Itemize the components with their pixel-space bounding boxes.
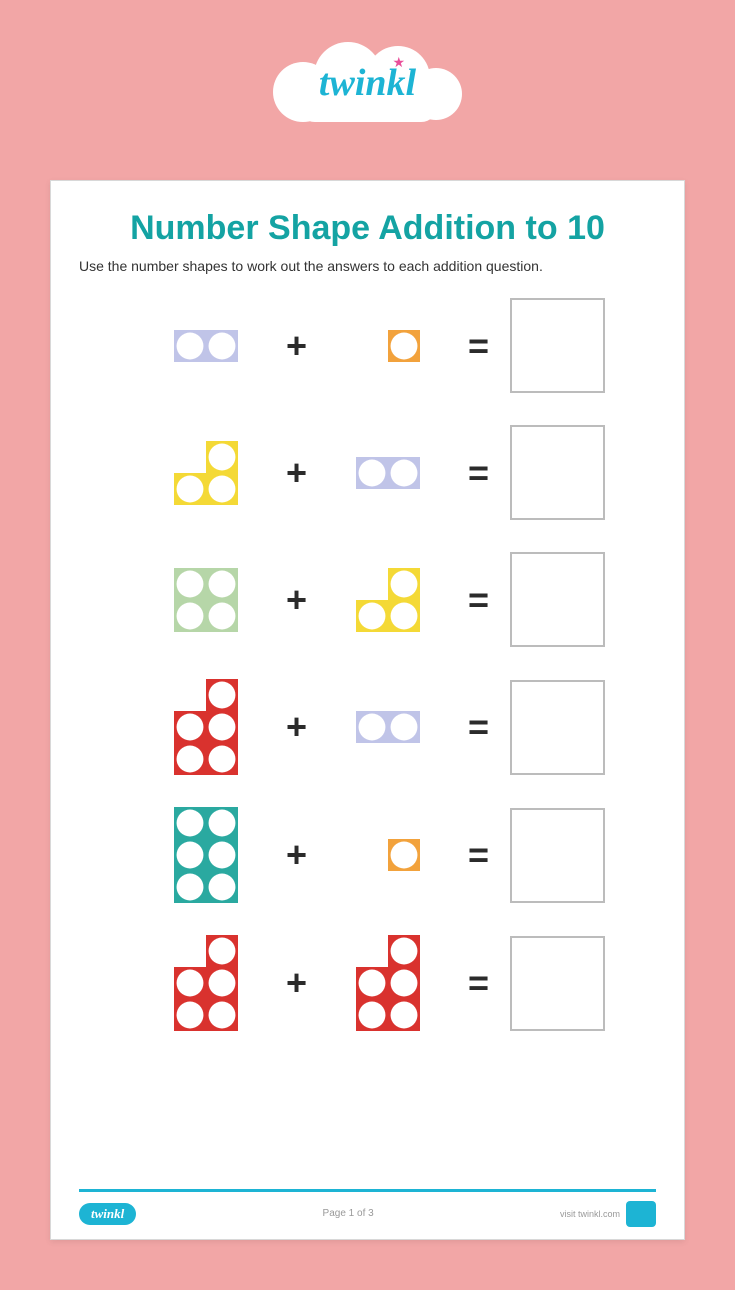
answer-box[interactable] xyxy=(510,936,605,1031)
footer-logo: twinkl xyxy=(79,1203,136,1225)
number-shape-3-icon xyxy=(174,441,238,505)
equals-operator: = xyxy=(463,834,495,876)
number-shape-6-icon xyxy=(174,807,238,903)
right-operand xyxy=(313,839,463,871)
right-operand xyxy=(313,568,463,632)
equals-operator: = xyxy=(463,706,495,748)
brand-logo: ★ twinkl xyxy=(258,40,478,130)
left-operand xyxy=(131,441,281,505)
problem-rows: +=+=+=+=+=+= xyxy=(79,298,656,1169)
plus-operator: + xyxy=(281,962,313,1004)
left-operand xyxy=(131,568,281,632)
number-shape-5-icon xyxy=(356,935,420,1031)
right-operand xyxy=(313,457,463,489)
footer-badge-icon xyxy=(626,1201,656,1227)
number-shape-2-icon xyxy=(356,711,420,743)
left-operand xyxy=(131,807,281,903)
problem-row: += xyxy=(79,425,656,520)
problem-row: += xyxy=(79,298,656,393)
number-shape-5-icon xyxy=(174,935,238,1031)
footer-page-indicator: Page 1 of 3 xyxy=(323,1208,374,1219)
equals-operator: = xyxy=(463,452,495,494)
plus-operator: + xyxy=(281,834,313,876)
number-shape-2-icon xyxy=(174,330,238,362)
worksheet-title: Number Shape Addition to 10 xyxy=(79,209,656,248)
number-shape-2-icon xyxy=(356,457,420,489)
number-shape-4-icon xyxy=(174,568,238,632)
answer-box[interactable] xyxy=(510,680,605,775)
left-operand xyxy=(131,935,281,1031)
answer-box[interactable] xyxy=(510,552,605,647)
left-operand xyxy=(131,679,281,775)
answer-box[interactable] xyxy=(510,808,605,903)
problem-row: += xyxy=(79,552,656,647)
number-shape-5-icon xyxy=(174,679,238,775)
worksheet-instruction: Use the number shapes to work out the an… xyxy=(79,258,656,274)
logo-text: twinkl xyxy=(319,61,416,105)
number-shape-3-icon xyxy=(356,568,420,632)
plus-operator: + xyxy=(281,325,313,367)
footer-url: visit twinkl.com xyxy=(560,1209,620,1219)
plus-operator: + xyxy=(281,579,313,621)
equals-operator: = xyxy=(463,325,495,367)
plus-operator: + xyxy=(281,452,313,494)
right-operand xyxy=(313,330,463,362)
problem-row: += xyxy=(79,935,656,1031)
worksheet-page: Number Shape Addition to 10 Use the numb… xyxy=(50,180,685,1240)
right-operand xyxy=(313,711,463,743)
answer-box[interactable] xyxy=(510,298,605,393)
worksheet-footer: twinkl Page 1 of 3 visit twinkl.com xyxy=(79,1189,656,1227)
plus-operator: + xyxy=(281,706,313,748)
right-operand xyxy=(313,935,463,1031)
number-shape-1-icon xyxy=(356,330,420,362)
footer-right: visit twinkl.com xyxy=(560,1201,656,1227)
problem-row: += xyxy=(79,679,656,775)
answer-box[interactable] xyxy=(510,425,605,520)
left-operand xyxy=(131,330,281,362)
problem-row: += xyxy=(79,807,656,903)
equals-operator: = xyxy=(463,962,495,1004)
number-shape-1-icon xyxy=(356,839,420,871)
equals-operator: = xyxy=(463,579,495,621)
